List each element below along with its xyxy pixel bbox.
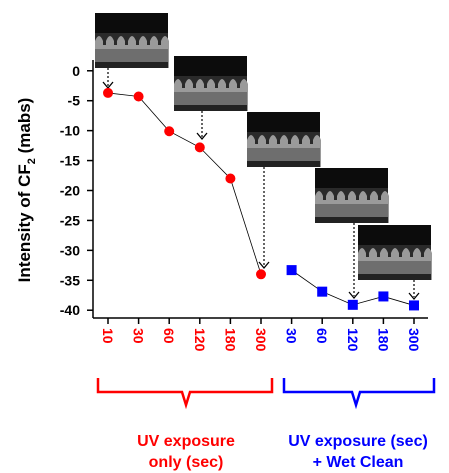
group-label: + Wet Clean	[313, 454, 404, 471]
x-tick-label: 180	[222, 328, 238, 352]
x-tick-label: 120	[192, 328, 208, 352]
marker	[256, 269, 266, 279]
y-label-unit: (mabs)	[15, 98, 34, 158]
y-tick-label: -35	[60, 272, 80, 288]
y-tick-label: -5	[68, 93, 81, 109]
marker	[287, 265, 297, 275]
y-tick-label: -40	[60, 302, 80, 318]
marker	[348, 300, 358, 310]
x-tick-label: 300	[253, 328, 269, 352]
group-label: UV exposure	[137, 433, 235, 450]
x-tick-label: 10	[100, 328, 116, 344]
x-tick-label: 30	[284, 328, 300, 344]
x-tick-label: 60	[161, 328, 177, 344]
series-line	[108, 93, 261, 274]
x-tick-label: 60	[314, 328, 330, 344]
y-tick-label: -30	[60, 242, 80, 258]
sem-image	[315, 168, 389, 223]
x-tick-label: 30	[131, 328, 147, 344]
y-tick-label: -20	[60, 182, 80, 198]
marker	[225, 174, 235, 184]
marker	[164, 126, 174, 136]
sem-image	[247, 112, 321, 167]
y-tick-label: 0	[72, 63, 80, 79]
sem-image	[174, 56, 248, 111]
y-label-text: Intensity of CF	[15, 164, 34, 282]
group-label: only (sec)	[149, 454, 224, 471]
y-tick-label: -15	[60, 153, 80, 169]
marker	[195, 142, 205, 152]
chart: Intensity of CF2 (mabs) 0 -5 -10 -15 -20 -25 -…	[0, 0, 449, 473]
y-tick-label: -10	[60, 123, 80, 139]
group-bracket	[98, 378, 272, 405]
marker	[134, 92, 144, 102]
marker	[317, 287, 327, 297]
x-tick-label: 120	[345, 328, 361, 352]
sem-image	[95, 13, 169, 68]
x-tick-label: 300	[406, 328, 422, 352]
marker	[103, 88, 113, 98]
y-axis-label: Intensity of CF2 (mabs)	[15, 98, 38, 283]
group-bracket	[284, 378, 434, 405]
group-label: UV exposure (sec)	[288, 433, 428, 450]
x-tick-label: 180	[375, 328, 391, 352]
marker	[409, 300, 419, 310]
marker	[378, 291, 388, 301]
sem-image	[358, 225, 432, 280]
y-tick-label: -25	[60, 212, 80, 228]
